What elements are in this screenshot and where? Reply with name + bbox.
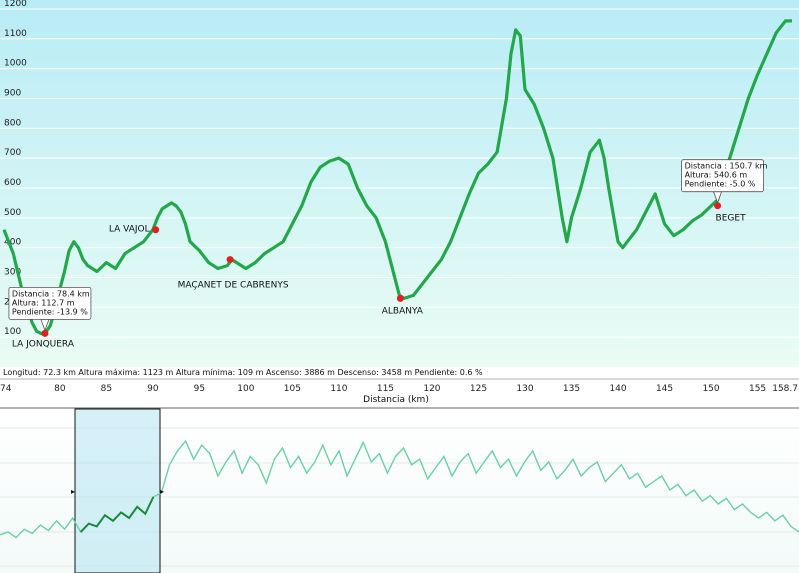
waypoint-dot[interactable]: [714, 202, 722, 210]
y-tick-label: 1200: [4, 0, 27, 9]
elevation-line: [2, 19, 792, 336]
x-tick-label: 130: [516, 384, 533, 394]
x-tick-label: 150: [702, 384, 719, 394]
x-tick-label: 90: [147, 384, 159, 394]
x-tick-label: 80: [54, 384, 66, 394]
overview-selected-line: [79, 496, 155, 533]
tooltip-line: Altura: 112.7 m: [12, 298, 75, 307]
y-tick-label: 100: [4, 327, 21, 337]
stats-bar: [0, 367, 799, 379]
waypoint-label: ALBANYA: [382, 306, 424, 316]
x-axis-label: Distancia (km): [363, 395, 429, 405]
tooltip-line: Pendiente: -5.0 %: [685, 180, 756, 189]
grid-lines: [0, 8, 799, 338]
x-axis-ticks: 74 80 85 90 95 100 105 110 115 120 125 130 135 140 145…: [0, 384, 798, 394]
tooltip-line: Distancia : 150.7 km: [685, 162, 768, 171]
x-tick-label: 120: [423, 384, 440, 394]
y-tick-label: 400: [4, 238, 21, 248]
waypoint-label: LA JONQUERA: [12, 339, 75, 349]
x-tick-label: 140: [609, 384, 626, 394]
tooltip-line: Altura: 540.6 m: [685, 171, 748, 180]
x-tick-label: 95: [194, 384, 205, 394]
waypoint-label: MAÇANET DE CABRENYS: [178, 281, 289, 291]
y-tick-label: 700: [4, 148, 21, 158]
tooltip-line: Distancia : 78.4 km: [12, 289, 90, 298]
selection-handle-left[interactable]: ▸: [71, 487, 75, 496]
y-tick-label: 1100: [4, 29, 27, 39]
x-tick-label: 100: [237, 384, 254, 394]
plot-area: [0, 0, 799, 367]
x-tick-label: 110: [330, 384, 347, 394]
selection-handle-right[interactable]: ▸: [160, 487, 164, 496]
x-tick-label: 135: [563, 384, 580, 394]
x-tick-label: 125: [470, 384, 487, 394]
x-tick-label: 115: [377, 384, 394, 394]
x-tick-label: 155: [749, 384, 766, 394]
waypoint-dot[interactable]: [226, 256, 234, 264]
waypoint-dot[interactable]: [396, 294, 404, 302]
overview-selection-window[interactable]: [74, 408, 161, 573]
y-tick-label: 300: [4, 267, 21, 277]
waypoint-label: BEGET: [716, 214, 747, 224]
x-tick-label: 158.7: [772, 384, 798, 394]
x-tick-label: 85: [101, 384, 112, 394]
x-tick-label: 74: [0, 384, 12, 394]
tooltip-line: Pendiente: -13.9 %: [12, 307, 88, 316]
waypoint-label: LA VAJOL: [109, 225, 150, 235]
waypoint-dot[interactable]: [41, 329, 49, 337]
y-tick-label: 900: [4, 88, 21, 98]
waypoint-markers: LA JONQUERA LA VAJOL MAÇANET DE CABRENYS AL…: [12, 202, 746, 349]
y-tick-label: 500: [4, 208, 21, 218]
waypoint-dot[interactable]: [152, 226, 160, 234]
y-tick-label: 1000: [4, 59, 27, 69]
y-tick-label: 800: [4, 118, 21, 128]
x-tick-label: 145: [656, 384, 673, 394]
y-tick-label: 600: [4, 178, 21, 188]
x-tick-label: 105: [284, 384, 301, 394]
stats-text: Longitud: 72.3 km Altura máxima: 1123 m …: [3, 368, 483, 377]
